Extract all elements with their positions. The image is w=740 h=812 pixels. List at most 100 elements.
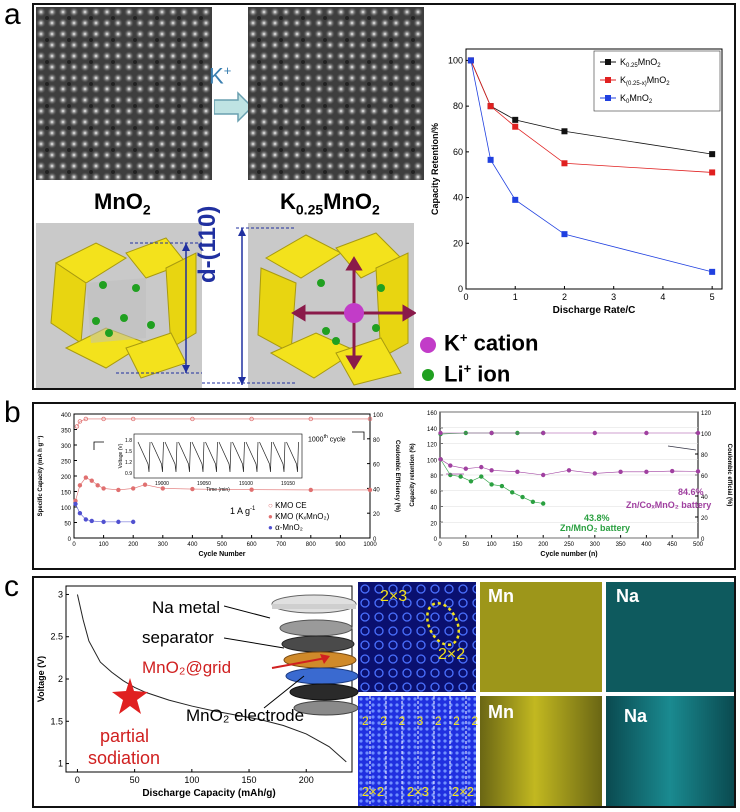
x-tick-label: 800 bbox=[306, 542, 317, 548]
inset-1000th-label: 1000th cycle bbox=[308, 434, 346, 443]
panel-b: 0 100 200 300 400 500 600 700 800 900 1000 0 50 100 15… bbox=[32, 402, 736, 570]
inset-x-tick: 19000 bbox=[155, 481, 169, 487]
data-point bbox=[83, 416, 89, 422]
inset-y-tick: 1.5 bbox=[125, 449, 132, 455]
data-point bbox=[458, 474, 463, 479]
y2-tick-label: 60 bbox=[701, 474, 708, 480]
inset-1000: 1000 bbox=[308, 436, 324, 444]
data-point bbox=[695, 469, 701, 474]
x-tick-label: 500 bbox=[693, 542, 704, 548]
tunnel-structures bbox=[36, 223, 416, 388]
data-point bbox=[101, 519, 106, 525]
y2-tick-label: 0 bbox=[373, 537, 377, 543]
kmo-legend-kmo-text: KMO (KₓMnO₂) bbox=[275, 512, 330, 521]
data-point bbox=[142, 482, 148, 487]
x-axis-label: Discharge Rate/C bbox=[553, 305, 636, 316]
y-tick-label: 350 bbox=[61, 429, 72, 435]
kmo-annotation-rate: 1 A g-1 bbox=[230, 506, 255, 516]
arrow-right-icon bbox=[352, 431, 365, 440]
data-point bbox=[130, 486, 136, 491]
y-tick-label: 140 bbox=[427, 427, 438, 433]
data-point bbox=[130, 519, 136, 525]
inset-th: th bbox=[323, 434, 328, 440]
y-axis-label: Specific Capacity (mA h g⁻¹) bbox=[37, 436, 44, 517]
k-cation-legend: K+ cation bbox=[444, 330, 538, 356]
stack-leader-lines bbox=[224, 605, 330, 709]
data-point bbox=[116, 487, 121, 493]
data-point bbox=[467, 57, 474, 64]
mn-map-top-label: Mn bbox=[488, 586, 514, 606]
legend-label: K0.25MnO2 bbox=[620, 57, 661, 69]
inset-x-tick: 19100 bbox=[239, 481, 253, 487]
data-point bbox=[190, 486, 195, 492]
li-ion-sup: + bbox=[463, 361, 472, 376]
data-point bbox=[709, 268, 716, 275]
data-point bbox=[592, 430, 597, 436]
x-tick-label: 350 bbox=[616, 542, 627, 548]
data-point bbox=[540, 430, 546, 436]
x-axis-label: Cycle number (n) bbox=[540, 551, 597, 558]
x-tick-label: 5 bbox=[710, 292, 715, 302]
x-tick-label: 900 bbox=[335, 542, 346, 548]
kmno2-k: K bbox=[280, 189, 296, 214]
k-plus-arrow-label: K+ bbox=[209, 63, 231, 89]
kmo-cycling-chart: 0 100 200 300 400 500 600 700 800 900 100005010015… bbox=[37, 413, 400, 558]
data-point bbox=[670, 468, 675, 474]
partial-label: partial bbox=[100, 726, 150, 746]
y2-tick-label: 120 bbox=[701, 411, 712, 417]
mn-map-top bbox=[480, 582, 602, 692]
rate-text: 1 A g bbox=[230, 506, 251, 516]
kmo-legend-amno2-text: α-MnO₂ bbox=[275, 523, 303, 532]
y-tick-label: 100 bbox=[448, 55, 463, 65]
y-axis-label: Voltage (V) bbox=[36, 656, 46, 702]
inset-x-label: Time (min) bbox=[206, 487, 230, 493]
battery-stack bbox=[271, 594, 359, 716]
data-point bbox=[160, 486, 165, 491]
x-tick-label: 0 bbox=[75, 775, 80, 785]
rate-sup: -1 bbox=[250, 506, 256, 512]
data-point bbox=[566, 468, 572, 473]
y-tick-label: 20 bbox=[453, 238, 463, 248]
data-point bbox=[512, 116, 519, 123]
y-tick-label: 60 bbox=[453, 147, 463, 157]
stem-num-1: 2 bbox=[362, 714, 369, 728]
kmo-legend-amno2: ● α-MnO₂ bbox=[268, 523, 303, 532]
x-tick-label: 400 bbox=[187, 542, 198, 548]
kmo-legend-kmo: ● KMO (KₓMnO₂) bbox=[268, 512, 330, 521]
k-cation-rest: cation bbox=[467, 330, 539, 356]
kmno2-li-ions bbox=[317, 279, 385, 345]
y2-tick-label: 20 bbox=[373, 512, 380, 518]
sodiation-label: sodiation bbox=[88, 748, 161, 768]
data-point bbox=[512, 123, 519, 130]
mno2-li-ions bbox=[92, 281, 155, 337]
data-point bbox=[448, 463, 453, 468]
na-map-bottom-label: Na bbox=[624, 706, 648, 726]
y-axis-label: Capacity retention (%) bbox=[410, 443, 416, 506]
y-tick-label: 1 bbox=[58, 759, 63, 769]
y-tick-label: 0 bbox=[68, 537, 72, 543]
x-tick-label: 200 bbox=[128, 542, 139, 548]
y-tick-label: 100 bbox=[61, 506, 72, 512]
y-tick-label: 20 bbox=[430, 521, 437, 527]
legend-label: K(0.25-x)MnO2 bbox=[620, 75, 670, 87]
y-tick-label: 2 bbox=[58, 674, 63, 684]
data-point bbox=[489, 430, 494, 436]
kmno2-ksub: 0.25 bbox=[295, 201, 324, 218]
y2-tick-label: 80 bbox=[373, 438, 380, 444]
mno2-micrograph bbox=[36, 7, 212, 180]
x-tick-label: 0 bbox=[438, 542, 442, 548]
data-point bbox=[618, 469, 623, 475]
stem-bottom-top-labels: 2 2 2 3 2 2 2 bbox=[362, 714, 478, 728]
data-point bbox=[489, 468, 494, 473]
kmno2-micrograph bbox=[248, 7, 424, 180]
data-point bbox=[479, 474, 484, 479]
kmno2-mn: MnO bbox=[323, 189, 373, 214]
panel-c: 0 50 100 150 200 1 1.5 2 2.5 3 Discharge Capacity … bbox=[32, 576, 736, 808]
data-point bbox=[512, 196, 519, 203]
x-tick-label: 200 bbox=[538, 542, 549, 548]
stem-num-5: 2 bbox=[434, 714, 442, 728]
stem-num-4: 3 bbox=[416, 714, 424, 728]
y-tick-label: 150 bbox=[61, 491, 72, 497]
li-ion-rest: ion bbox=[471, 361, 511, 387]
y2-tick-label: 40 bbox=[373, 487, 380, 493]
